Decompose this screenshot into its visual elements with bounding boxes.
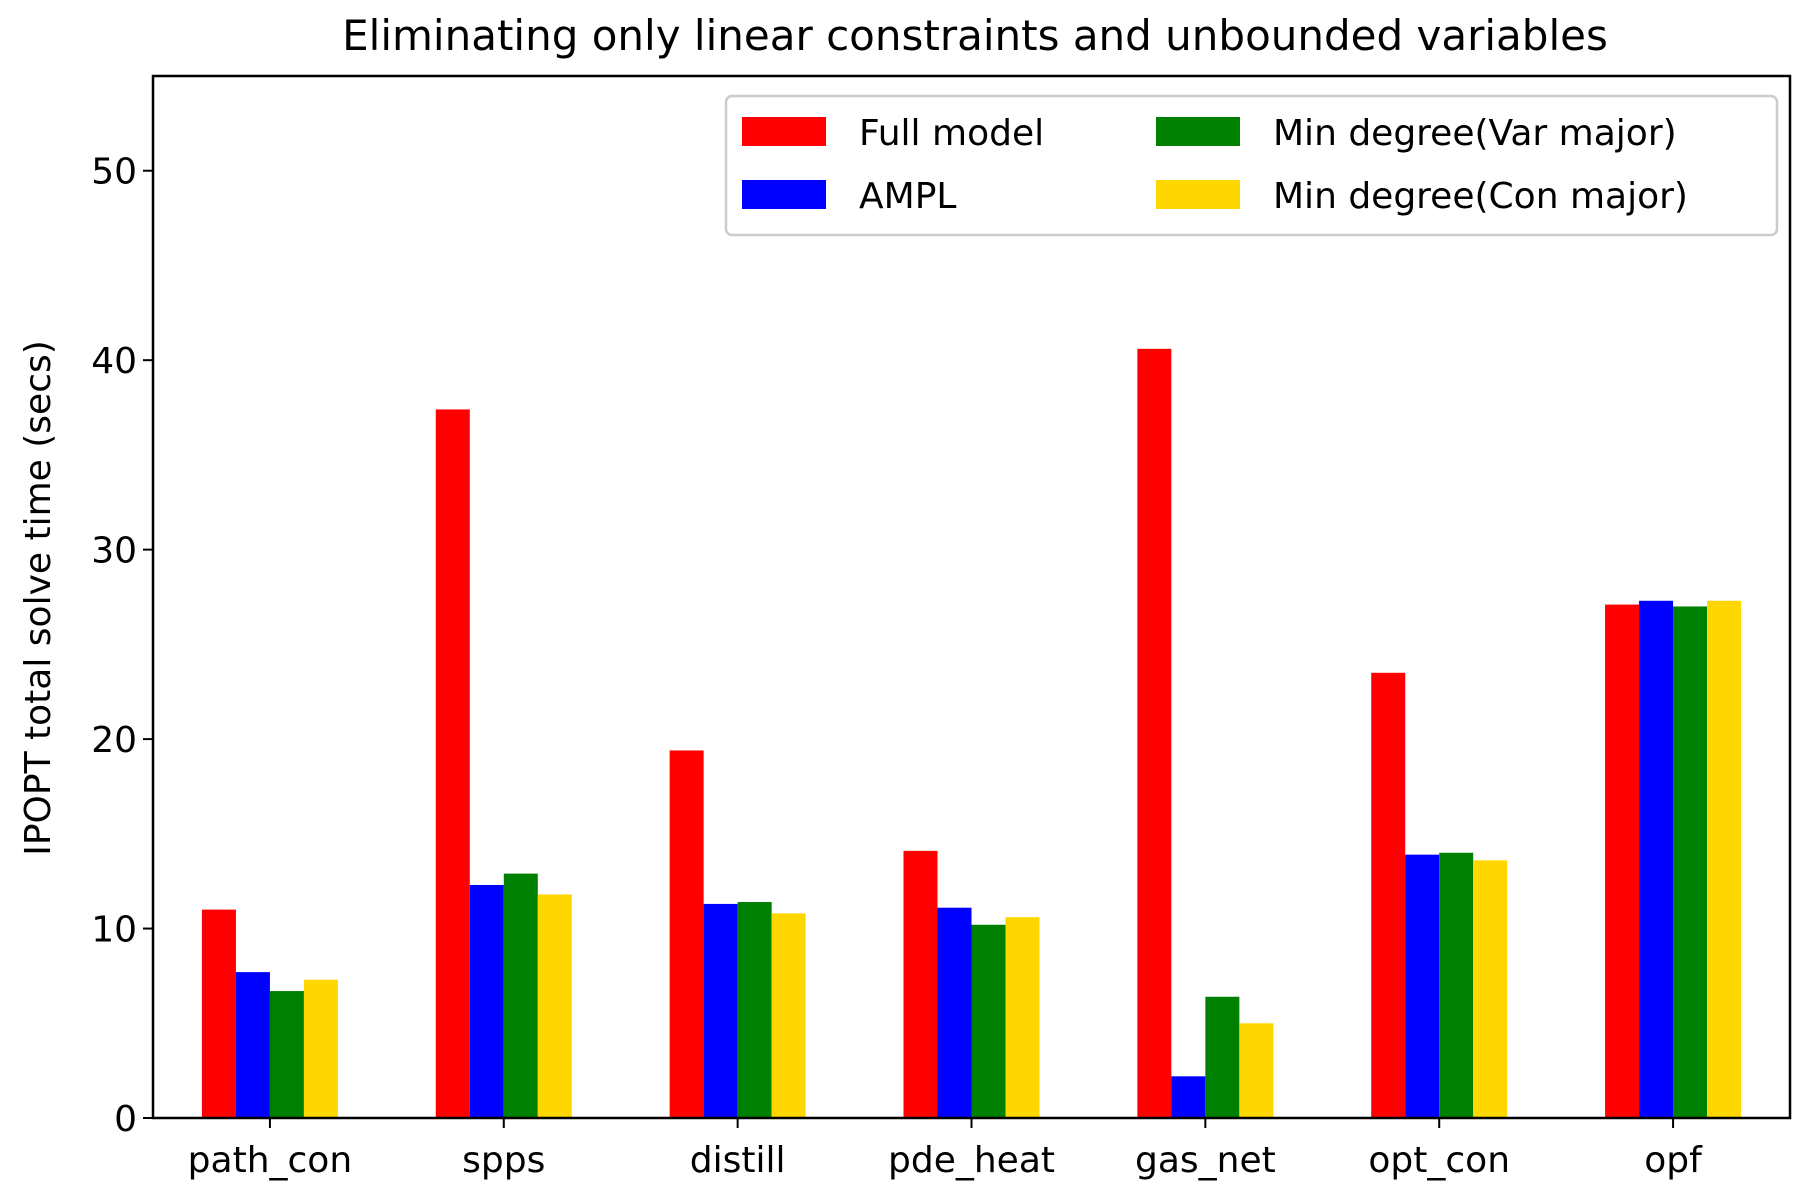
y-tick-label: 10: [91, 910, 137, 951]
bar-opf-series-3: [1707, 600, 1742, 1118]
axes-group: 0 10 20 30 40 50 path_con spps distill pde_heat ga…: [91, 74, 1792, 1181]
x-tick-label: distill: [690, 1140, 786, 1181]
x-tick-label: gas_net: [1135, 1140, 1276, 1181]
legend-box: [724, 94, 1779, 237]
bar-opt_con-series-1: [1405, 854, 1440, 1118]
bar-opf-series-1: [1639, 600, 1674, 1118]
bar-opf-series-0: [1605, 604, 1640, 1118]
bar-path_con-series-2: [269, 991, 304, 1118]
bar-pde_heat-series-1: [937, 907, 972, 1118]
bar-pde_heat-series-0: [903, 850, 938, 1118]
bar-path_con-series-0: [201, 909, 236, 1118]
legend-label-0: Full model: [859, 113, 1044, 154]
bar-distill-series-1: [703, 903, 738, 1118]
x-tick-label: pde_heat: [888, 1140, 1055, 1181]
bar-spps-series-0: [435, 409, 470, 1118]
bar-distill-series-3: [771, 913, 806, 1118]
legend-swatch-1: [742, 180, 826, 209]
y-tick-label: 20: [91, 720, 137, 761]
bar-path_con-series-3: [303, 979, 338, 1118]
bar-pde_heat-series-3: [1005, 917, 1040, 1118]
legend-swatch-3: [1156, 180, 1240, 209]
bar-gas_net-series-2: [1205, 996, 1240, 1118]
bar-opf-series-2: [1673, 606, 1708, 1118]
bar-distill-series-2: [737, 902, 772, 1118]
bar-distill-series-0: [669, 750, 704, 1118]
x-tick-label: opf: [1644, 1140, 1703, 1181]
y-tick-label: 40: [91, 341, 137, 382]
chart-title: Eliminating only linear constraints and …: [342, 11, 1608, 60]
legend: Full model AMPL Min degree(Var major) Min d…: [724, 94, 1779, 237]
y-tick-label: 30: [91, 531, 137, 572]
legend-swatch-2: [1156, 117, 1240, 146]
y-tick-label: 0: [114, 1099, 137, 1140]
bar-spps-series-3: [537, 894, 572, 1118]
bar-gas_net-series-1: [1171, 1076, 1206, 1118]
bar-opt_con-series-2: [1439, 852, 1474, 1118]
bar-path_con-series-1: [235, 972, 270, 1118]
bar-gas_net-series-3: [1239, 1023, 1274, 1118]
bar-opt_con-series-0: [1371, 672, 1406, 1118]
bar-opt_con-series-3: [1473, 860, 1508, 1118]
y-tick-label: 50: [91, 152, 137, 193]
legend-label-1: AMPL: [859, 176, 956, 217]
x-tick-label: path_con: [188, 1140, 352, 1181]
bar-spps-series-1: [469, 884, 504, 1118]
legend-swatch-0: [742, 117, 826, 146]
bar-pde_heat-series-2: [971, 924, 1006, 1118]
legend-label-3: Min degree(Con major): [1273, 176, 1688, 217]
y-axis-label: IPOPT total solve time (secs): [18, 340, 59, 856]
bars-group: [201, 348, 1742, 1118]
bar-gas_net-series-0: [1137, 348, 1172, 1118]
bar-spps-series-2: [503, 873, 538, 1118]
x-tick-label: spps: [462, 1140, 545, 1181]
legend-label-2: Min degree(Var major): [1273, 113, 1677, 154]
x-tick-label: opt_con: [1368, 1140, 1510, 1181]
